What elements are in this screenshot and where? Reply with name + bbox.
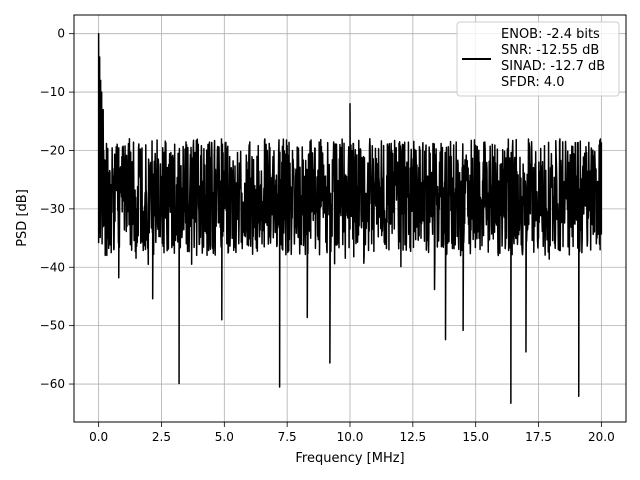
legend-snr: SNR: -12.55 dB <box>501 43 599 58</box>
psd-trace-layer <box>97 32 603 405</box>
psd-trace <box>97 32 603 405</box>
y-tick-label: −40 <box>40 260 65 274</box>
x-tick-label: 12.5 <box>399 430 426 444</box>
x-tick-label: 15.0 <box>462 430 489 444</box>
x-tick-label: 17.5 <box>525 430 552 444</box>
x-tick-label: 2.5 <box>152 430 171 444</box>
y-tick-label: −60 <box>40 377 65 391</box>
axis-ticks: 0.0 2.5 5.0 7.5 10.0 12.5 15.0 17.5 20.0 0 −10 −20 −… <box>40 27 615 444</box>
legend-box <box>456 21 620 97</box>
y-tick-label: −20 <box>40 143 65 157</box>
x-tick-label: 20.0 <box>588 430 615 444</box>
y-tick-label: 0 <box>57 27 65 41</box>
x-axis-label: Frequency [MHz] <box>295 451 404 466</box>
x-tick-label: 7.5 <box>278 430 297 444</box>
legend-enob: ENOB: -2.4 bits <box>501 27 600 42</box>
legend: ENOB: -2.4 bits SNR: -12.55 dB SINAD: -1… <box>456 21 620 97</box>
y-tick-label: −30 <box>40 202 65 216</box>
legend-sfdr: SFDR: 4.0 <box>501 75 565 90</box>
legend-sinad: SINAD: -12.7 dB <box>501 59 605 74</box>
y-axis-label: PSD [dB] <box>15 189 30 247</box>
y-tick-label: −10 <box>40 85 65 99</box>
x-tick-label: 5.0 <box>215 430 234 444</box>
x-tick-label: 0.0 <box>89 430 108 444</box>
y-tick-label: −50 <box>40 319 65 333</box>
x-tick-label: 10.0 <box>337 430 364 444</box>
